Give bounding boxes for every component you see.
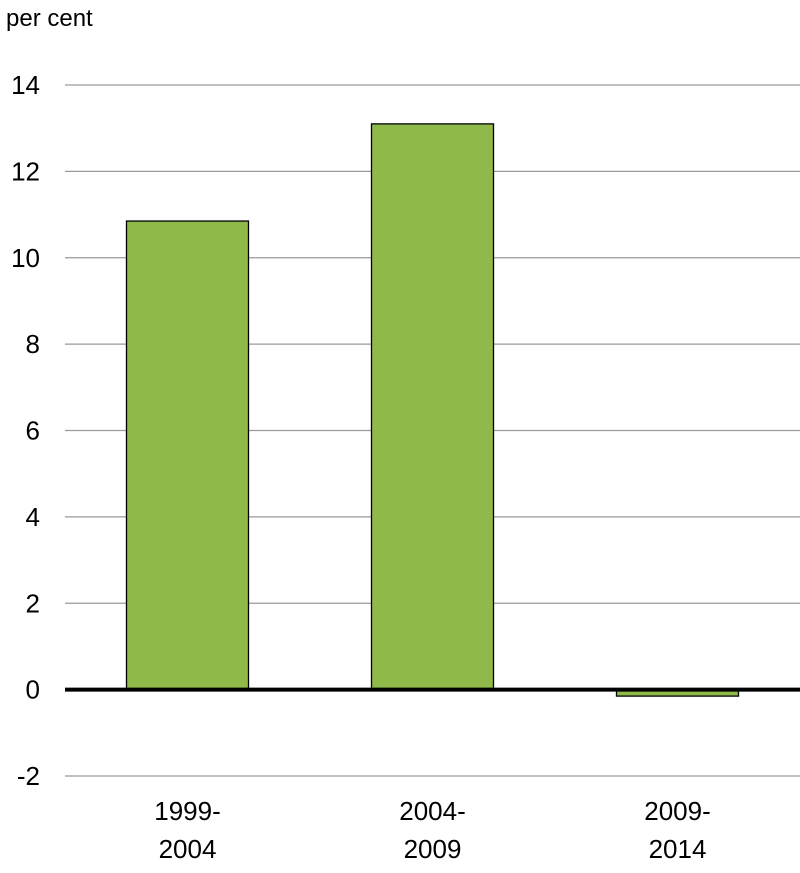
y-tick-label: 4 (26, 502, 40, 532)
y-tick-label: 10 (11, 243, 40, 273)
y-tick-label: 0 (26, 675, 40, 705)
x-category-label-line: 1999- (154, 796, 221, 826)
y-axis-unit-label: per cent (6, 5, 93, 32)
y-tick-label: 8 (26, 329, 40, 359)
y-tick-label: 12 (11, 156, 40, 186)
bars (125, 123, 740, 697)
y-tick-label: 2 (26, 588, 40, 618)
x-category-label: 2009- 2014 (644, 796, 711, 864)
x-category-label-line: 2009 (404, 834, 462, 864)
bar (370, 123, 495, 691)
y-tick-label: -2 (17, 761, 40, 791)
x-category-label-line: 2004- (399, 796, 466, 826)
x-category-label: 1999- 2004 (154, 796, 221, 864)
x-category-label-line: 2014 (649, 834, 707, 864)
y-tick-label: 6 (26, 416, 40, 446)
y-axis-tick-labels: -2 0 2 4 6 8 10 12 14 (11, 70, 40, 791)
x-category-label: 2004- 2009 (399, 796, 466, 864)
y-tick-label: 14 (11, 70, 40, 100)
x-axis-category-labels: 1999- 2004 2004- 2009 2009- 2014 (154, 796, 711, 864)
x-category-label-line: 2009- (644, 796, 711, 826)
x-category-label-line: 2004 (159, 834, 217, 864)
bar (125, 220, 250, 691)
